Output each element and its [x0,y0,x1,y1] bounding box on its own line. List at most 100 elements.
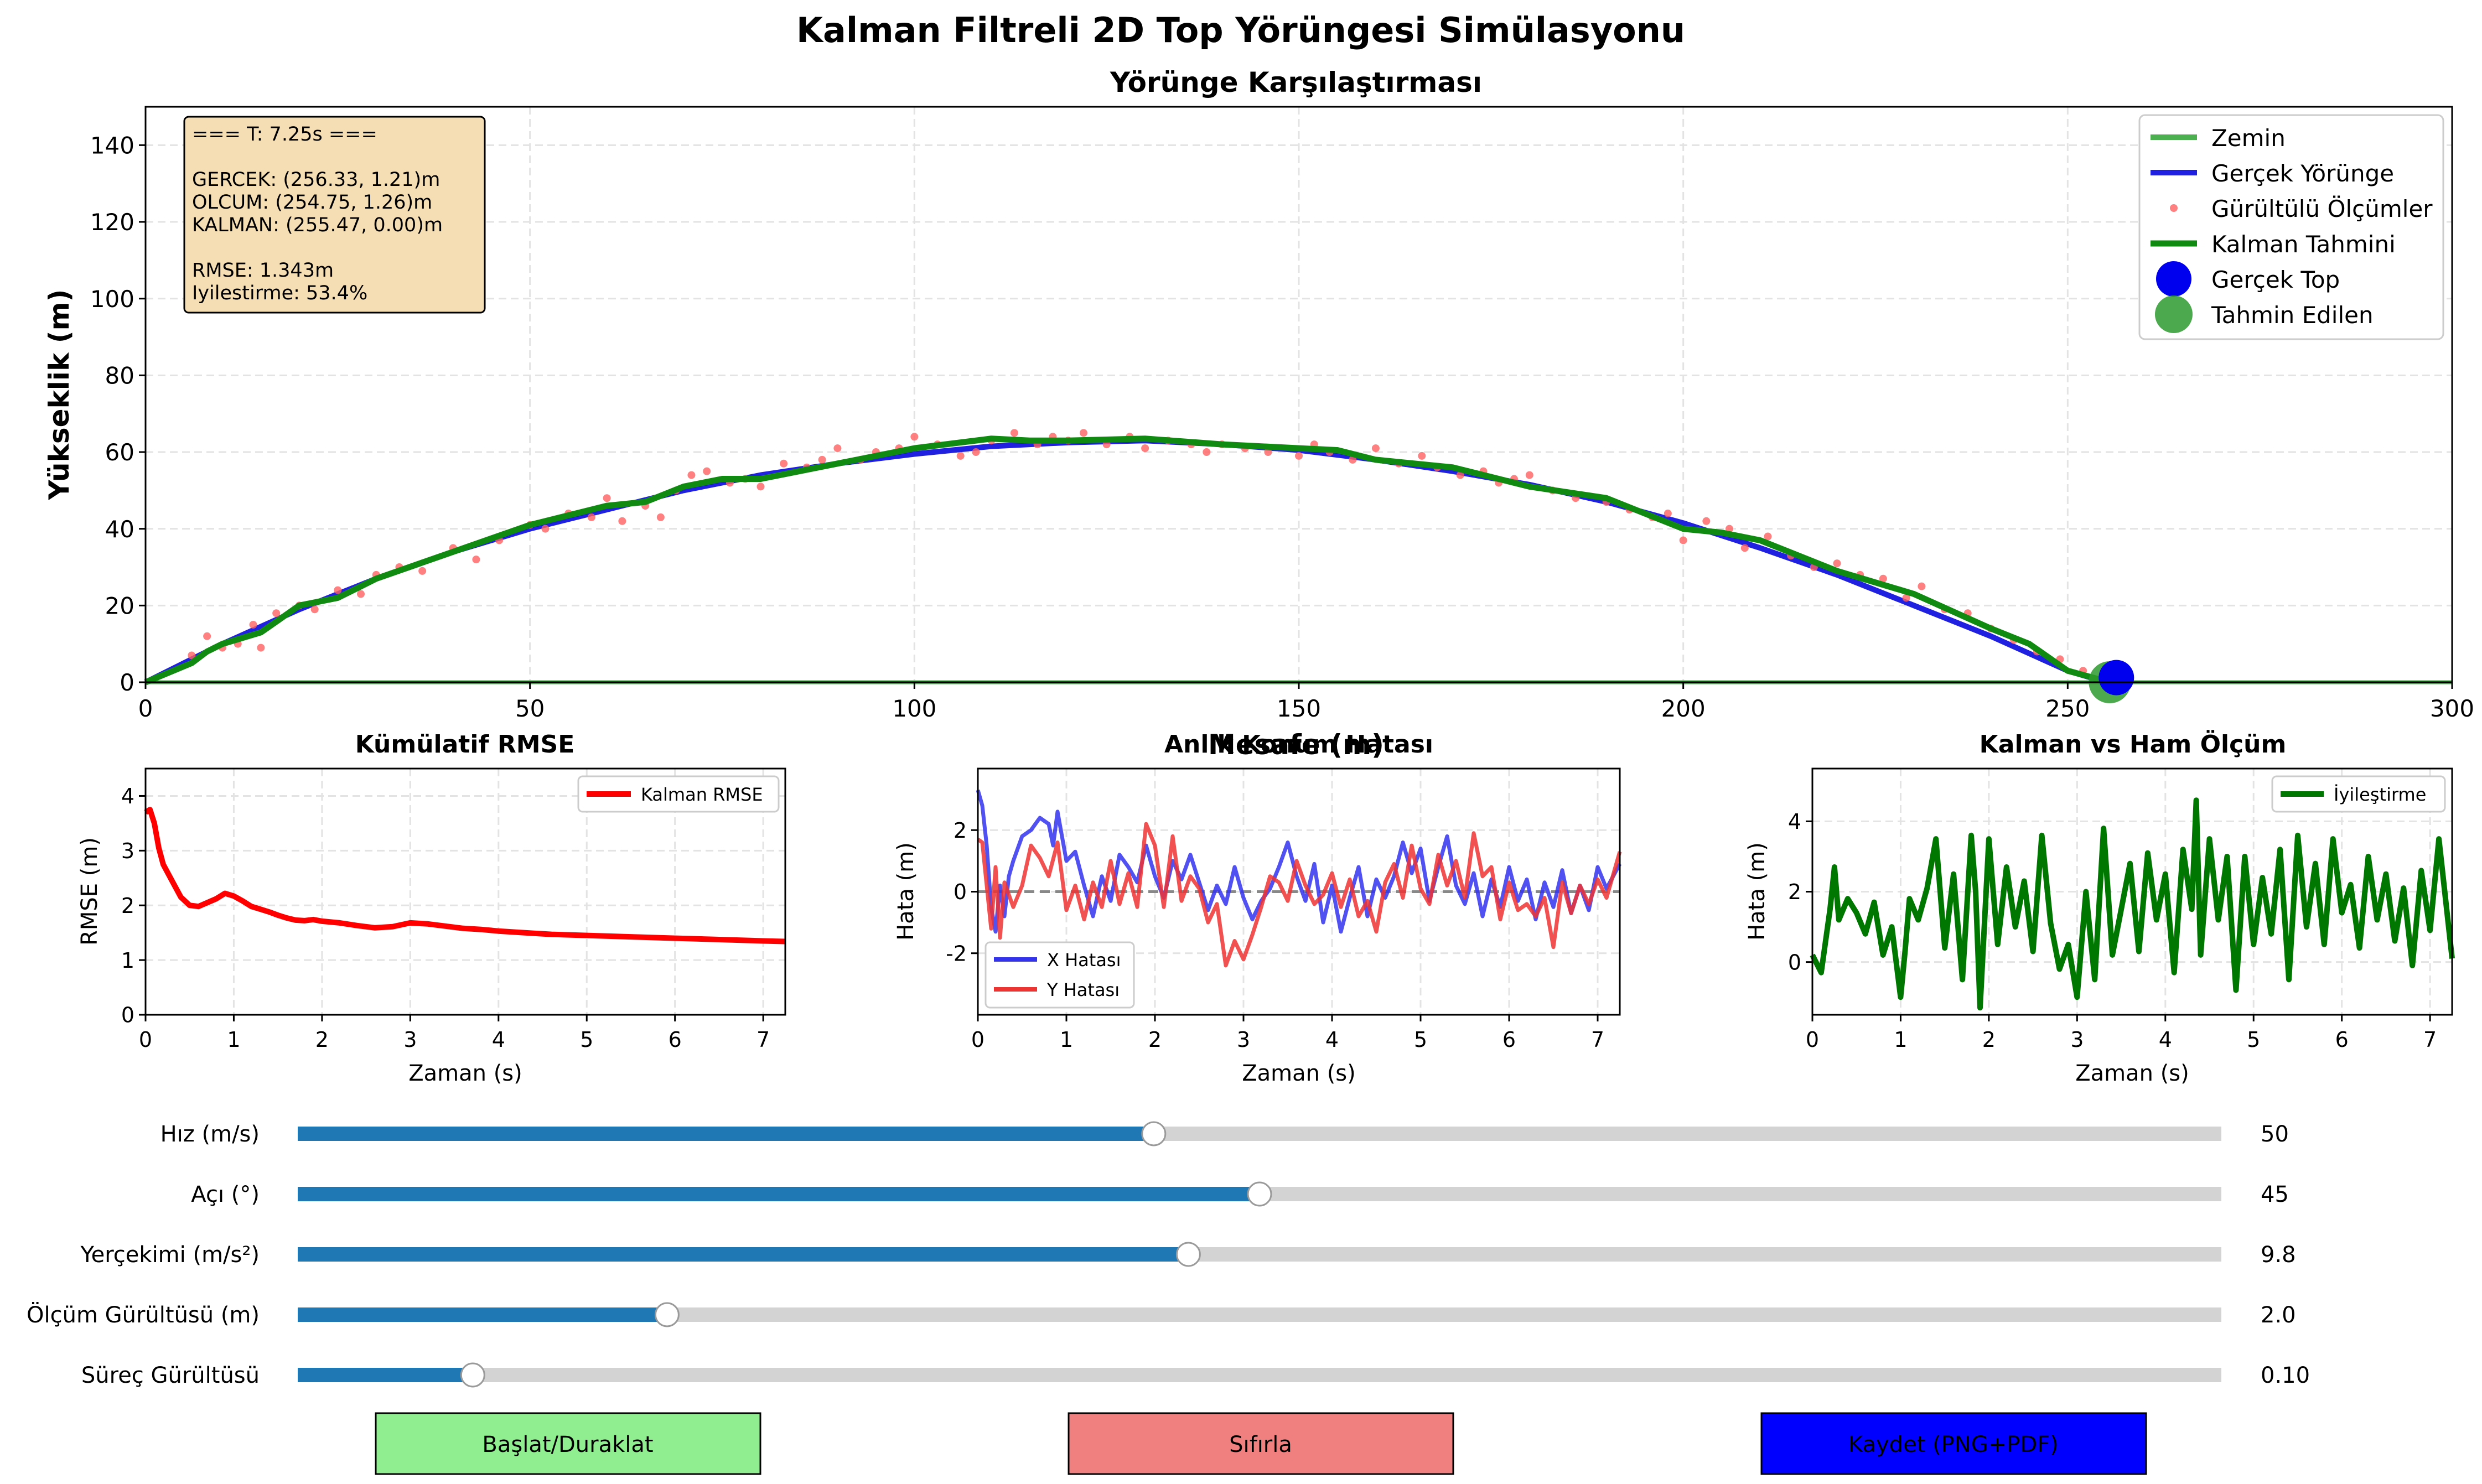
kalman-estimate-line [144,435,2111,686]
slider-row: Süreç Gürültüsü 0.10 [81,1362,2310,1388]
slider-fill[interactable] [298,1247,1189,1262]
status-info-box: === T: 7.25s === GERCEK: (256.33, 1.21)mO… [183,116,486,314]
rmse-legend: Kalman RMSE [577,775,780,813]
status-info-line: === T: 7.25s === [192,123,377,146]
noisy-measurement-point [1141,444,1149,453]
rmse-y-tick-label: 3 [121,839,134,863]
noisy-measurement-point [541,525,550,533]
slider-handle[interactable] [1141,1121,1167,1146]
noisy-measurement-point [310,605,319,614]
start-pause-button[interactable]: Başlat/Duraklat [375,1412,761,1475]
error-y-tick-label: 0 [954,880,967,904]
reset-button-face[interactable] [1068,1412,1454,1475]
improvement-y-tick-label: 2 [1788,880,1801,904]
trajectory-y-axis-label: Yükseklik (m) [43,289,75,500]
improvement-legend: İyileştirme [2271,775,2446,813]
error-legend-x-label: X Hatası [1047,949,1121,971]
trajectory-chart-title: Yörünge Karşılaştırması [1110,66,1482,98]
error-y-tick-label: 2 [954,818,967,843]
start-pause-button-face[interactable] [375,1412,761,1475]
improvement-x-tick-label: 5 [2247,1028,2260,1052]
noisy-measurement-point [272,609,281,618]
noisy-measurement-point [1295,452,1303,460]
status-info-line: RMSE: 1.343m [192,260,334,282]
slider-fill[interactable] [298,1368,473,1382]
reset-button[interactable]: Sıfırla [1068,1412,1454,1475]
trajectory-x-tick-label: 100 [892,695,936,722]
noisy-measurement-point [956,452,965,460]
noisy-measurement-point [1764,532,1772,541]
figure-suptitle: Kalman Filtreli 2D Top Yörüngesi Simülas… [796,10,1685,50]
trajectory-chart: Yörünge Karşılaştırması 0 50 100 150 200 250 3… [43,66,2474,761]
improvement-legend-box [2271,775,2446,813]
save-button-face[interactable] [1760,1412,2147,1475]
legend-est-ball-swatch [2155,295,2193,333]
status-info-line: Iyilestirme: 53.4% [192,282,367,304]
noisy-measurement-point [756,482,765,491]
slider-handle[interactable] [1175,1242,1201,1267]
noisy-measurement-point [1371,444,1380,453]
rmse-x-axis-label: Zaman (s) [408,1061,522,1086]
slider-handle[interactable] [460,1362,485,1388]
error-y-tick-label: -2 [946,941,967,966]
slider-value: 45 [2261,1182,2289,1207]
improvement-legend-label: İyileştirme [2334,784,2426,805]
save-button-label[interactable]: Kaydet (PNG+PDF) [1848,1432,2059,1457]
error-axis-ticks: 0 1 2 3 4 5 6 7 -2 0 2 [946,818,1604,1052]
noisy-measurement-point [418,567,427,575]
error-x-tick-label: 7 [1591,1028,1604,1052]
noisy-measurement-point [587,513,595,521]
error-x-tick-label: 0 [971,1028,984,1052]
slider-value: 9.8 [2261,1242,2296,1268]
slider-handle[interactable] [1247,1181,1272,1207]
error-legend: X Hatası Y Hatası [984,941,1135,1009]
error-x-tick-label: 1 [1060,1028,1073,1052]
trajectory-x-tick-label: 250 [2045,695,2090,722]
slider-track[interactable] [298,1368,2221,1382]
rmse-chart: Kümülatif RMSE 0 1 2 3 4 5 6 7 0 1 2 3 4 Zaman (s) R… [77,730,786,1086]
rmse-x-tick-label: 0 [139,1028,152,1052]
trajectory-y-tick-label: 140 [90,132,134,159]
improvement-x-tick-label: 0 [1806,1028,1819,1052]
trajectory-legend-box [2138,114,2444,340]
trajectory-legend: Zemin Gerçek Yörünge Gürültülü Ölçümler … [2138,114,2444,340]
slider-row: Ölçüm Gürültüsü (m) 2.0 [27,1301,2296,1328]
improvement-y-axis-label: Hata (m) [1744,842,1770,941]
noisy-measurement-point [472,556,480,564]
legend-noisy-label: Gürültülü Ölçümler [2211,195,2433,222]
rmse-x-tick-label: 5 [580,1028,593,1052]
noisy-measurement-point [1525,471,1533,479]
trajectory-x-tick-label: 300 [2430,695,2474,722]
slider-handle[interactable] [654,1302,680,1327]
noisy-measurement-point [603,494,611,502]
slider-value: 2.0 [2261,1303,2296,1328]
noisy-measurement-point [618,517,626,525]
slider-fill[interactable] [298,1187,1260,1201]
legend-true-ball-label: Gerçek Top [2211,266,2340,293]
noisy-measurement-point [818,455,826,464]
rmse-legend-box [577,775,780,813]
noisy-measurement-point [1879,574,1887,583]
noisy-measurement-point [1349,455,1357,464]
error-legend-y-label: Y Hatası [1046,979,1120,1000]
legend-est-ball-label: Tahmin Edilen [2211,302,2374,329]
slider-fill[interactable] [298,1307,667,1322]
slider-label: Ölçüm Gürültüsü (m) [27,1301,260,1328]
rmse-y-tick-label: 4 [121,784,134,808]
noisy-measurement-point [257,644,265,652]
error-x-axis-label: Zaman (s) [1242,1061,1356,1086]
instant-error-chart: 0 1 2 3 4 5 6 7 -2 0 2 Zaman (s) Hata (m) X Hatası… [893,730,1622,1086]
status-info-box-background [183,116,486,314]
improvement-x-tick-label: 2 [1982,1028,1996,1052]
improvement-chart: Kalman vs Ham Ölçüm 0 1 2 3 4 5 6 7 0 2 4 Zaman (s… [1744,729,2455,1086]
slider-fill[interactable] [298,1127,1154,1141]
parameter-sliders: Hız (m/s) 50 Açı (°) 45 Yerçekimi (m/s²) 9.8 Ö… [27,1121,2310,1388]
slider-label: Açı (°) [191,1182,260,1207]
start-pause-button-label[interactable]: Başlat/Duraklat [482,1432,653,1457]
save-button[interactable]: Kaydet (PNG+PDF) [1760,1412,2147,1475]
slider-label: Hız (m/s) [160,1122,260,1147]
rmse-x-tick-label: 3 [403,1028,417,1052]
legend-kalman-label: Kalman Tahmini [2211,231,2396,258]
reset-button-label[interactable]: Sıfırla [1229,1432,1292,1457]
noisy-measurement-point [188,651,196,660]
